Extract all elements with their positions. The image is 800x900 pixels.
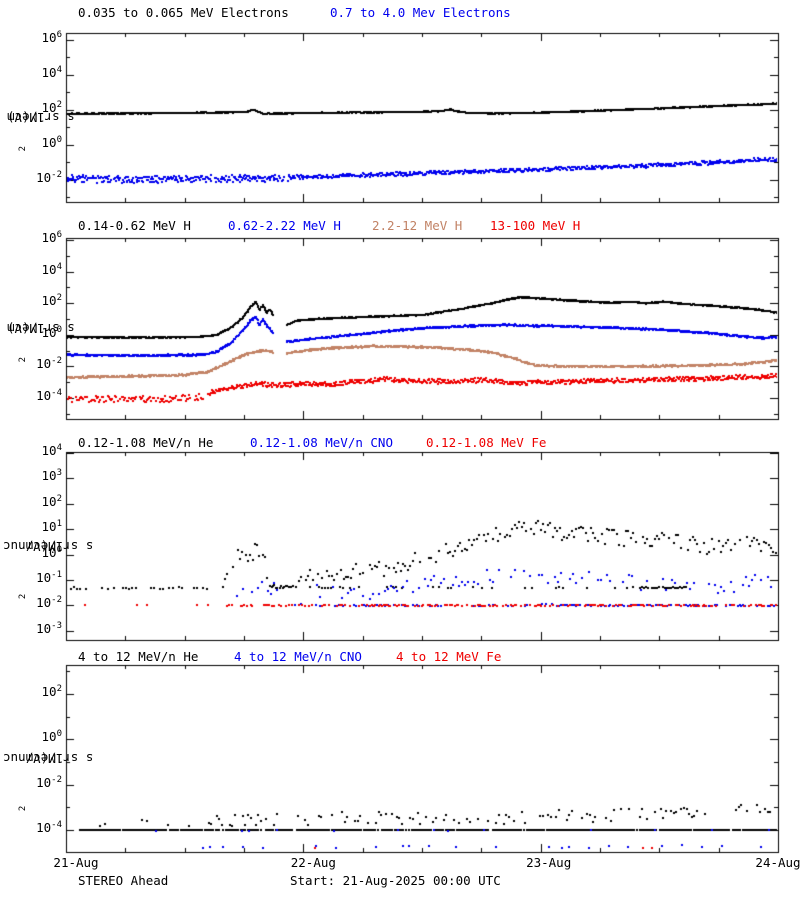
y-axis-label: 1/(cm2 s sr MeV/nuc.) <box>0 538 94 599</box>
y-tick-label: 10-1 <box>36 569 62 586</box>
x-tick-label: 22-Aug <box>290 855 336 870</box>
panel-title-series-label: 0.14-0.62 MeV H <box>78 218 191 233</box>
y-tick-label: 10-3 <box>36 620 62 636</box>
panel-title-series-label: 2.2-12 MeV H <box>372 218 463 233</box>
y-tick-label: 104 <box>41 442 62 459</box>
y-tick-label: 102 <box>41 683 62 699</box>
y-axis-label: 1/(cm 2 s sr MeV) <box>7 321 75 363</box>
y-tick-label: 102 <box>41 99 62 115</box>
panel-title-series-label: 0.62-2.22 MeV H <box>228 218 341 233</box>
y-tick-label: 106 <box>41 229 62 246</box>
y-axis-label: 1/(cm 2 s sr MeV) <box>7 110 75 152</box>
y-tick-label: 102 <box>41 293 62 309</box>
x-tick-label: 24-Aug <box>755 855 800 870</box>
panel-title-series-label: 4 to 12 MeV/n CNO <box>234 649 362 664</box>
y-tick-label: 104 <box>41 261 62 277</box>
y-tick-label: 100 <box>41 729 62 745</box>
y-tick-label: 103 <box>41 468 62 484</box>
y-tick-label: 10-2 <box>36 774 62 790</box>
y-tick-label: 100 <box>41 134 62 150</box>
panel-title-series-label: 0.035 to 0.065 MeV Electrons <box>78 5 289 20</box>
panel-title-series-label: 13-100 MeV H <box>490 218 581 233</box>
y-tick-label: 100 <box>41 544 62 560</box>
y-tick-label: 10-2 <box>36 169 62 185</box>
y-axis-label: 1/(cm2 s sr MeV/nuc.) <box>0 751 94 812</box>
y-tick-label: 100 <box>41 324 62 340</box>
y-tick-label: 102 <box>41 493 62 509</box>
x-tick-label: 23-Aug <box>526 855 572 870</box>
panel-title-series-label: 4 to 12 MeV Fe <box>396 649 502 664</box>
panel-title-series-label: 0.12-1.08 MeV Fe <box>426 435 547 450</box>
start-time-label: Start: 21-Aug-2025 00:00 UTC <box>290 873 501 888</box>
panel-title-series-label: 0.7 to 4.0 Mev Electrons <box>330 5 511 20</box>
y-tick-label: 10-4 <box>36 387 62 403</box>
y-tick-label: 101 <box>41 519 62 535</box>
panel-title-series-label: 0.12-1.08 MeV/n He <box>78 435 214 450</box>
panel-title-series-label: 0.12-1.08 MeV/n CNO <box>250 435 393 450</box>
y-tick-label: 10-2 <box>36 595 62 611</box>
y-tick-label: 10-2 <box>36 356 62 372</box>
y-tick-label: 10-4 <box>36 819 62 835</box>
y-tick-label: 106 <box>41 29 62 45</box>
spacecraft-label: STEREO Ahead <box>78 873 169 888</box>
y-tick-label: 104 <box>41 64 62 80</box>
panel-title-series-label: 4 to 12 MeV/n He <box>78 649 199 664</box>
x-tick-label: 21-Aug <box>53 855 99 870</box>
